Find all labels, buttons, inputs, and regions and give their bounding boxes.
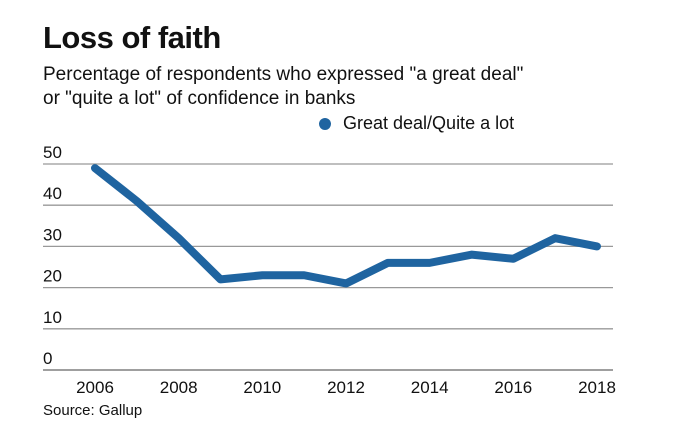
x-tick-label: 2008: [160, 378, 198, 397]
legend-marker-icon: [319, 117, 331, 130]
y-tick-label: 50: [43, 143, 62, 162]
x-tick-label: 2018: [578, 378, 616, 397]
y-tick-label: 0: [43, 349, 52, 368]
chart-title: Loss of faith: [43, 20, 221, 55]
x-tick-label: 2006: [76, 378, 114, 397]
data-point: [596, 245, 598, 247]
data-point: [429, 262, 431, 264]
y-tick-label: 30: [43, 225, 62, 244]
x-tick-label: 2012: [327, 378, 365, 397]
data-point: [94, 167, 96, 169]
x-tick-label: 2014: [411, 378, 449, 397]
series-line: [91, 164, 601, 288]
data-point: [554, 237, 556, 239]
data-point: [261, 274, 263, 276]
data-point: [512, 258, 514, 260]
y-tick-label: 40: [43, 184, 62, 203]
chart-subtitle: Percentage of respondents who expressed …: [43, 63, 643, 111]
subtitle-line-2: or "quite a lot" of confidence in banks: [43, 88, 356, 109]
data-point: [178, 237, 180, 239]
x-tick-label: 2016: [494, 378, 532, 397]
x-tick-label: 2010: [243, 378, 281, 397]
legend: Great deal/Quite a lot: [319, 113, 514, 134]
data-point: [303, 274, 305, 276]
y-tick-label: 20: [43, 267, 62, 286]
data-point: [345, 282, 347, 284]
data-point: [220, 278, 221, 280]
data-point: [136, 200, 138, 202]
data-point: [471, 254, 472, 256]
legend-label: Great deal/Quite a lot: [343, 113, 515, 133]
source-note: Source: Gallup: [43, 402, 143, 419]
data-point: [387, 262, 389, 264]
subtitle-line-1: Percentage of respondents who expressed …: [43, 64, 524, 85]
y-tick-label: 10: [43, 308, 62, 327]
